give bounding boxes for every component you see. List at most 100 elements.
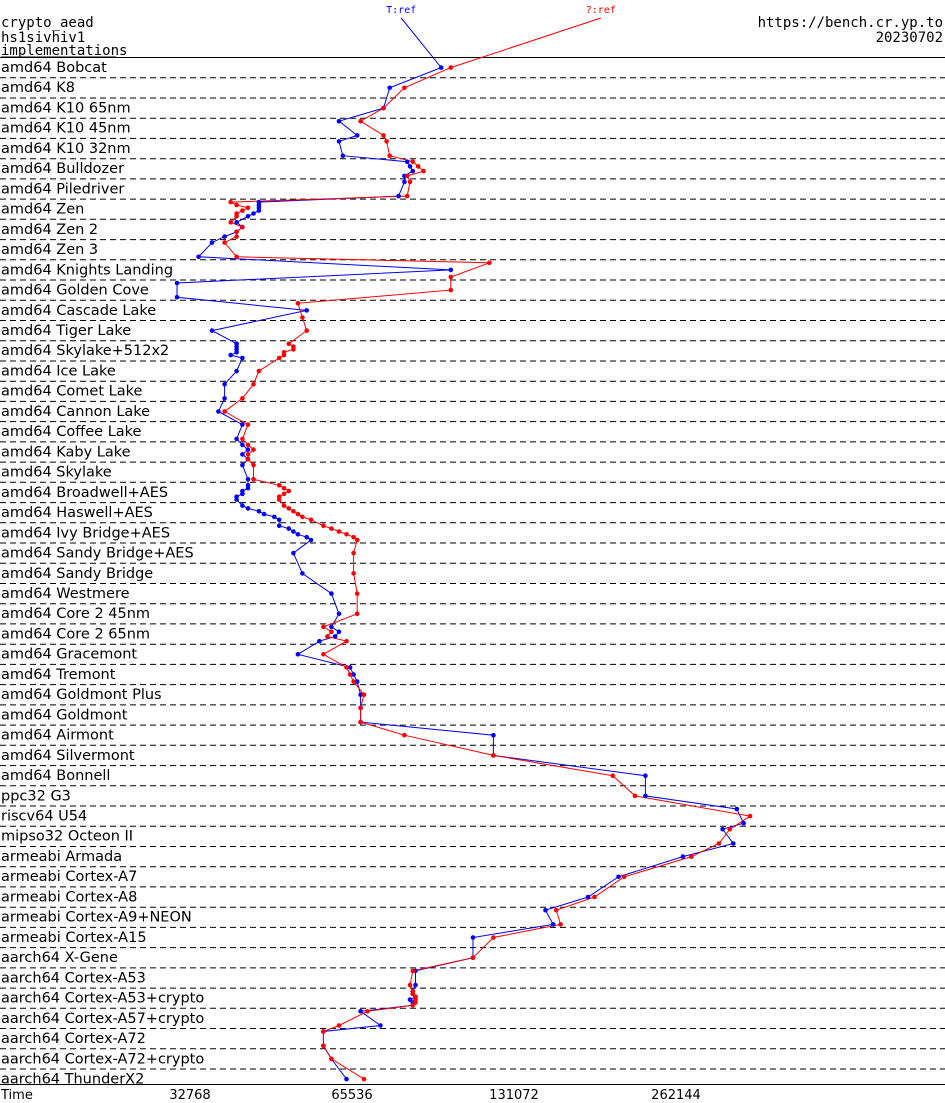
data-point [358, 692, 363, 697]
data-point [295, 511, 301, 517]
data-point [351, 672, 356, 677]
data-point [321, 1043, 326, 1049]
data-point [222, 240, 227, 245]
data-point [245, 452, 251, 457]
data-point [281, 352, 287, 358]
data-point [261, 511, 267, 517]
data-point [256, 208, 262, 213]
data-point [616, 874, 621, 880]
data-point [222, 381, 227, 387]
data-point [632, 793, 638, 799]
platform-label: aarch64 Cortex-A53+crypto [1, 991, 204, 1007]
data-point [240, 436, 245, 442]
data-point [354, 679, 360, 684]
data-point [621, 874, 627, 880]
data-point [347, 665, 353, 670]
data-point [585, 894, 591, 900]
data-point [727, 826, 733, 832]
series-label: ?:ref [586, 5, 616, 16]
data-point [251, 462, 256, 468]
data-point [329, 591, 334, 596]
data-point [245, 456, 251, 462]
data-point [245, 205, 251, 211]
data-point [240, 462, 245, 468]
data-point [251, 211, 256, 216]
data-point [240, 224, 245, 230]
data-point [295, 532, 301, 537]
data-point [747, 813, 753, 819]
data-point [407, 179, 413, 185]
data-point [354, 611, 360, 617]
data-point [351, 679, 356, 684]
data-point [286, 506, 292, 511]
platform-label: amd64 Sandy Bridge+AES [1, 546, 194, 562]
data-point [354, 133, 360, 138]
data-point [276, 355, 282, 361]
data-point [407, 164, 413, 169]
data-point [272, 514, 277, 520]
data-point [222, 396, 227, 401]
platform-label: amd64 K10 45nm [1, 121, 131, 137]
data-point [281, 503, 287, 508]
data-point [234, 229, 239, 235]
platform-label: amd64 Zen 3 [1, 242, 98, 258]
data-point [240, 452, 245, 457]
platform-label: amd64 Skylake+512x2 [1, 343, 169, 359]
series-line [176, 17, 745, 1080]
platform-label: amd64 Westmere [1, 586, 130, 602]
data-point [336, 1023, 342, 1028]
data-point [407, 982, 413, 988]
data-point [240, 355, 245, 361]
platform-label: aarch64 Cortex-A72 [1, 1031, 146, 1047]
data-point [276, 483, 282, 488]
platform-label: ppc32 G3 [1, 788, 71, 804]
data-point [491, 935, 496, 940]
data-point [291, 347, 296, 352]
x-tick-label: 262144 [651, 1088, 701, 1103]
data-point [321, 624, 326, 630]
platform-label: amd64 Skylake [1, 465, 112, 481]
data-point [381, 105, 386, 111]
platform-label: amd64 Comet Lake [1, 384, 142, 400]
data-point [286, 488, 292, 494]
data-point [291, 550, 296, 556]
data-point [354, 537, 360, 543]
data-point [358, 1009, 363, 1014]
data-point [251, 477, 256, 482]
data-point [553, 907, 559, 913]
platform-label: amd64 Core 2 65nm [1, 626, 150, 642]
data-point [336, 629, 342, 634]
platform-label: amd64 Tremont [1, 667, 116, 683]
chart-header: crypto_aead hs1sivhiv1 implementations h… [1, 15, 943, 59]
data-point [378, 1023, 383, 1028]
data-point [251, 447, 256, 452]
series-line [223, 17, 752, 1080]
platform-label: amd64 Haswell+AES [1, 505, 153, 521]
platform-label: amd64 K10 65nm [1, 101, 131, 117]
platform-label: amd64 Ivy Bridge+AES [1, 525, 170, 541]
data-point [487, 260, 492, 266]
data-point [276, 517, 282, 523]
data-point [196, 254, 201, 260]
platform-label: amd64 Piledriver [1, 181, 124, 197]
data-point [336, 529, 342, 534]
data-point [340, 153, 346, 158]
platform-label: amd64 Zen [1, 202, 84, 218]
data-point [361, 1076, 367, 1082]
data-point [308, 517, 314, 523]
platform-label: amd64 K10 32nm [1, 141, 131, 157]
data-point [689, 854, 694, 859]
data-point [234, 497, 239, 502]
data-point [491, 753, 496, 758]
data-point [304, 328, 310, 333]
x-tick-label: 131072 [489, 1088, 539, 1103]
data-point [347, 672, 353, 677]
data-point [448, 267, 454, 273]
data-point [234, 202, 239, 208]
data-point [741, 820, 746, 826]
data-point [387, 153, 393, 158]
header-primitive: crypto_aead [1, 15, 94, 31]
data-point [174, 280, 180, 286]
platform-label: amd64 Knights Landing [1, 262, 173, 278]
platform-label: amd64 Coffee Lake [1, 424, 142, 440]
